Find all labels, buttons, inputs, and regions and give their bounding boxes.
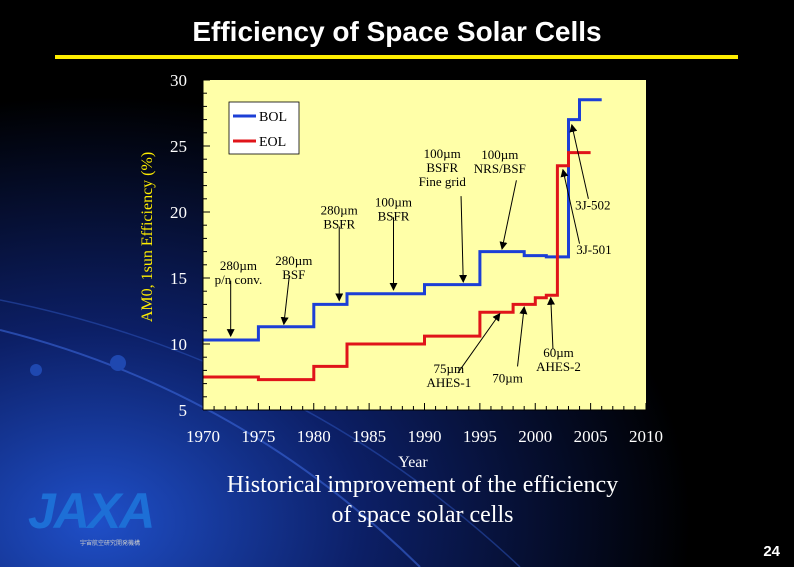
annotation-label: 280µm BSF xyxy=(275,253,312,282)
annotation-label: 3J-501 xyxy=(576,242,611,257)
annotation-label: 100µm NRS/BSF xyxy=(474,147,526,176)
y-axis-label: AM0, 1sun Efficiency (%) xyxy=(139,152,156,322)
annotation-arrow xyxy=(517,306,528,367)
slide-title: Efficiency of Space Solar Cells xyxy=(192,16,602,47)
annotation-label: 70µm xyxy=(492,370,523,385)
y-tick-label: 25 xyxy=(170,137,187,156)
page-number: 24 xyxy=(763,543,780,560)
annotation-arrow xyxy=(457,312,501,374)
annotation-arrow xyxy=(499,180,517,250)
annotation-label: 60µm AHES-2 xyxy=(536,345,581,374)
legend: BOL EOL xyxy=(228,101,300,155)
x-tick-label: 2005 xyxy=(574,427,608,446)
y-tick-label: 20 xyxy=(170,203,187,222)
caption-line-1: Historical improvement of the efficiency xyxy=(226,472,619,498)
x-tick-label: 1990 xyxy=(408,427,442,446)
y-tick-label: 15 xyxy=(170,269,187,288)
x-axis-label: Year xyxy=(398,454,428,471)
x-tick-label: 2000 xyxy=(518,427,552,446)
title-underline xyxy=(55,55,738,59)
annotation-label: 100µm BSFR Fine grid xyxy=(419,146,467,189)
jaxa-logo: JAXA 宇宙航空研究開発機構 xyxy=(26,480,166,552)
jaxa-logo-wordmark: JAXA xyxy=(28,483,155,539)
annotation-label: 280µm p/n conv. xyxy=(215,258,263,287)
annotation-label: 100µm BSFR xyxy=(375,195,412,224)
annotation-arrow xyxy=(560,168,581,244)
annotation-arrow xyxy=(280,275,290,326)
y-tick-label: 10 xyxy=(170,335,187,354)
annotation-arrow xyxy=(569,123,589,199)
annotation-arrow xyxy=(547,296,556,350)
legend-label-bol: BOL xyxy=(259,110,287,125)
legend-label-eol: EOL xyxy=(259,135,286,150)
series-line-eol xyxy=(203,151,591,382)
y-tick-label: 30 xyxy=(170,71,187,90)
annotation-label: 3J-502 xyxy=(575,197,610,212)
annotation-label: 280µm BSFR xyxy=(321,203,358,232)
x-tick-label: 2010 xyxy=(629,427,663,446)
x-tick-label: 1980 xyxy=(297,427,331,446)
x-tick-label: 1985 xyxy=(352,427,386,446)
axis-layer: 1970 1975 1980 1985 1990 1995 2000 2005 2010 5 10 1… xyxy=(170,71,663,446)
legend-box xyxy=(228,101,300,155)
series-line-bol xyxy=(203,98,602,342)
jaxa-logo-subtitle: 宇宙航空研究開発機構 xyxy=(80,540,141,547)
caption: Historical improvement of the efficiency… xyxy=(160,470,685,530)
series-layer xyxy=(203,98,602,382)
x-tick-label: 1975 xyxy=(241,427,275,446)
y-tick-label: 5 xyxy=(179,401,188,420)
annotation-label: 75µm AHES-1 xyxy=(426,361,471,390)
annotation-layer: 280µm p/n conv. 280µm BSF 280µm BSFR 100µm BSFR… xyxy=(215,123,612,390)
x-tick-label: 1995 xyxy=(463,427,497,446)
x-tick-label: 1970 xyxy=(186,427,220,446)
caption-line-2: of space solar cells xyxy=(331,502,514,528)
annotation-arrow xyxy=(459,196,468,283)
